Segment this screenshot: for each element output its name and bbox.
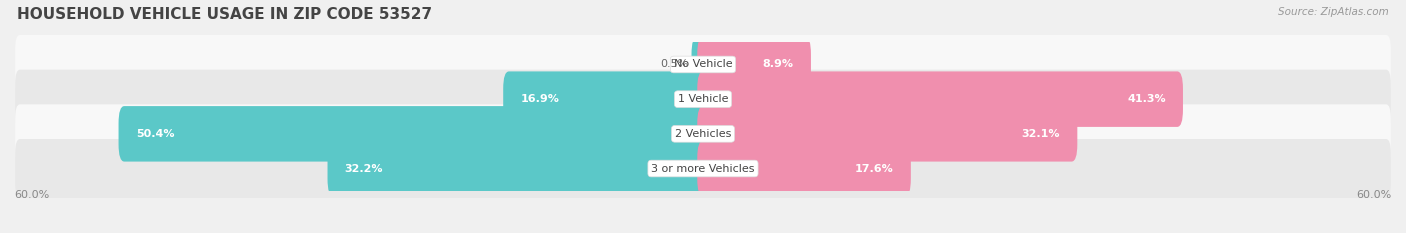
Text: 2 Vehicles: 2 Vehicles <box>675 129 731 139</box>
FancyBboxPatch shape <box>697 106 1077 161</box>
Text: 8.9%: 8.9% <box>762 59 794 69</box>
Text: 1 Vehicle: 1 Vehicle <box>678 94 728 104</box>
FancyBboxPatch shape <box>15 70 1391 129</box>
Text: 60.0%: 60.0% <box>1357 190 1392 200</box>
FancyBboxPatch shape <box>15 104 1391 163</box>
Text: 32.1%: 32.1% <box>1022 129 1060 139</box>
FancyBboxPatch shape <box>697 72 1182 127</box>
FancyBboxPatch shape <box>15 35 1391 94</box>
Text: 60.0%: 60.0% <box>14 190 49 200</box>
Text: Source: ZipAtlas.com: Source: ZipAtlas.com <box>1278 7 1389 17</box>
Text: 50.4%: 50.4% <box>136 129 174 139</box>
Text: 32.2%: 32.2% <box>344 164 384 174</box>
FancyBboxPatch shape <box>118 106 709 161</box>
FancyBboxPatch shape <box>503 72 709 127</box>
Text: 0.5%: 0.5% <box>659 59 688 69</box>
FancyBboxPatch shape <box>697 37 811 92</box>
FancyBboxPatch shape <box>15 139 1391 198</box>
FancyBboxPatch shape <box>328 141 709 196</box>
Text: 17.6%: 17.6% <box>855 164 894 174</box>
Text: 41.3%: 41.3% <box>1128 94 1166 104</box>
Text: 3 or more Vehicles: 3 or more Vehicles <box>651 164 755 174</box>
Text: 16.9%: 16.9% <box>520 94 560 104</box>
FancyBboxPatch shape <box>697 141 911 196</box>
FancyBboxPatch shape <box>692 37 709 92</box>
Text: No Vehicle: No Vehicle <box>673 59 733 69</box>
Text: HOUSEHOLD VEHICLE USAGE IN ZIP CODE 53527: HOUSEHOLD VEHICLE USAGE IN ZIP CODE 5352… <box>17 7 432 22</box>
